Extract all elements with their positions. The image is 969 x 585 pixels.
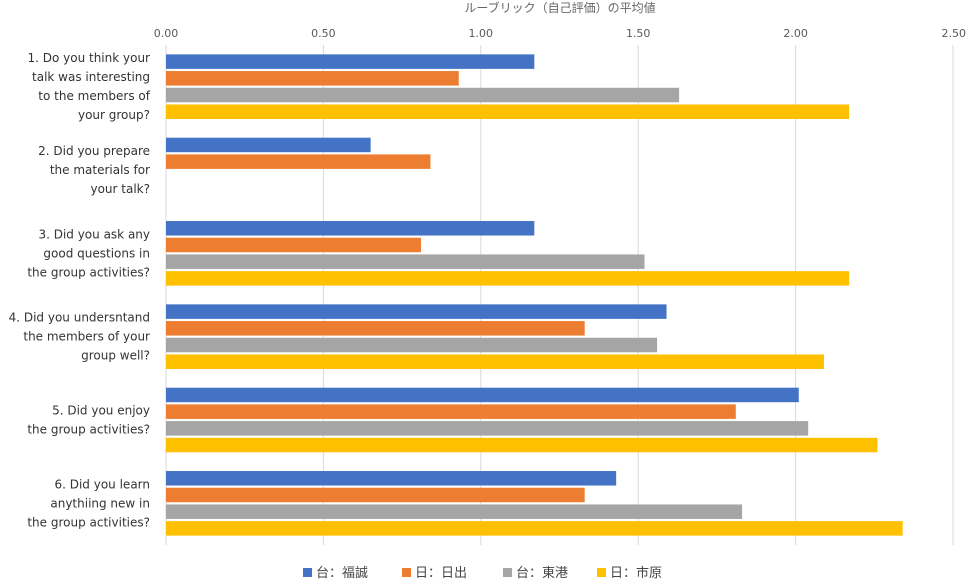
x-tick-label: 2.00 xyxy=(783,27,808,40)
category-label: 4. Did you undersntand xyxy=(9,311,150,325)
bar xyxy=(166,321,585,336)
chart-title: ルーブリック（自己評価）の平均値 xyxy=(464,0,655,15)
category-label: anythiing new in xyxy=(50,496,150,510)
bar xyxy=(166,237,421,253)
x-tick-label: 1.50 xyxy=(626,27,651,40)
legend-swatch xyxy=(503,568,512,577)
bar xyxy=(166,337,658,353)
legend-label: 台：東港 xyxy=(516,565,568,581)
category-label: your talk? xyxy=(90,182,150,196)
category-label: 6. Did you learn xyxy=(54,477,150,491)
category-label: 1. Do you think your xyxy=(27,51,150,65)
category-label: the group activities? xyxy=(27,265,150,279)
x-axis-ticks: 0.00 0.50 1.00 1.50 2.00 2.50 xyxy=(154,27,966,40)
bar xyxy=(166,71,459,86)
bar xyxy=(166,421,809,436)
legend-swatch xyxy=(303,568,312,577)
gridlines xyxy=(165,45,954,545)
bars xyxy=(166,54,903,536)
bar xyxy=(166,104,850,119)
legend: 台：福誠 日：日出 台：東港 日：市原 xyxy=(303,565,662,581)
legend-label: 台：福誠 xyxy=(316,566,368,581)
bar xyxy=(166,304,667,319)
legend-label: 日：市原 xyxy=(610,565,662,581)
bar xyxy=(166,254,645,269)
bar xyxy=(166,221,535,236)
legend-label: 日：日出 xyxy=(415,566,467,581)
category-label: 3. Did you ask any xyxy=(38,227,150,241)
category-label: your group? xyxy=(78,108,150,122)
bar xyxy=(166,504,743,519)
x-tick-label: 0.00 xyxy=(154,27,179,40)
bar xyxy=(166,521,903,536)
x-tick-label: 0.50 xyxy=(311,27,336,40)
x-tick-label: 1.00 xyxy=(469,27,494,40)
bar xyxy=(166,387,799,403)
bar xyxy=(166,271,850,286)
category-label: the materials for xyxy=(50,163,150,177)
bar xyxy=(166,137,371,153)
category-label: talk was interesting xyxy=(32,70,150,84)
bar xyxy=(166,404,736,419)
legend-swatch xyxy=(402,568,411,577)
bar xyxy=(166,487,585,503)
category-label: 2. Did you prepare xyxy=(38,144,150,158)
legend-swatch xyxy=(597,568,606,577)
bar xyxy=(166,354,824,369)
category-label: group well? xyxy=(81,349,150,363)
category-label: the group activities? xyxy=(27,423,150,437)
category-label: to the members of xyxy=(38,89,150,103)
bar xyxy=(166,154,431,169)
category-label: good questions in xyxy=(43,246,150,260)
x-tick-label: 2.50 xyxy=(942,27,967,40)
category-label: 5. Did you enjoy xyxy=(52,404,150,418)
bar xyxy=(166,437,878,453)
bar xyxy=(166,54,535,69)
category-label: the members of your xyxy=(23,330,150,344)
category-label: the group activities? xyxy=(27,515,150,529)
bar xyxy=(166,87,680,103)
category-labels: 1. Do you think your talk was interesting… xyxy=(9,51,151,529)
bar xyxy=(166,471,617,486)
